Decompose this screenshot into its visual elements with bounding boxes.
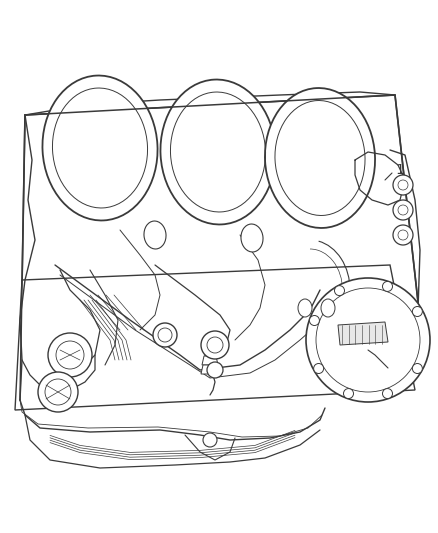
Circle shape: [48, 333, 92, 377]
Polygon shape: [20, 95, 420, 400]
Ellipse shape: [265, 88, 375, 228]
Ellipse shape: [321, 299, 335, 317]
Circle shape: [38, 372, 78, 412]
Circle shape: [393, 200, 413, 220]
Polygon shape: [201, 365, 219, 374]
Circle shape: [201, 331, 229, 359]
Text: 1: 1: [395, 163, 404, 177]
Circle shape: [306, 278, 430, 402]
Circle shape: [203, 433, 217, 447]
Circle shape: [412, 364, 422, 374]
Text: 2: 2: [390, 363, 399, 377]
Polygon shape: [202, 356, 218, 365]
Circle shape: [153, 323, 177, 347]
Circle shape: [393, 175, 413, 195]
Circle shape: [382, 281, 392, 292]
Circle shape: [309, 316, 319, 326]
Circle shape: [382, 389, 392, 399]
Circle shape: [412, 306, 422, 317]
Polygon shape: [338, 322, 388, 345]
Ellipse shape: [144, 221, 166, 249]
Circle shape: [343, 389, 353, 399]
Circle shape: [314, 364, 324, 374]
Circle shape: [207, 362, 223, 378]
Ellipse shape: [42, 76, 158, 221]
Circle shape: [335, 286, 345, 296]
Circle shape: [393, 225, 413, 245]
Ellipse shape: [298, 299, 312, 317]
Ellipse shape: [241, 224, 263, 252]
Polygon shape: [15, 265, 415, 410]
Ellipse shape: [160, 79, 276, 224]
